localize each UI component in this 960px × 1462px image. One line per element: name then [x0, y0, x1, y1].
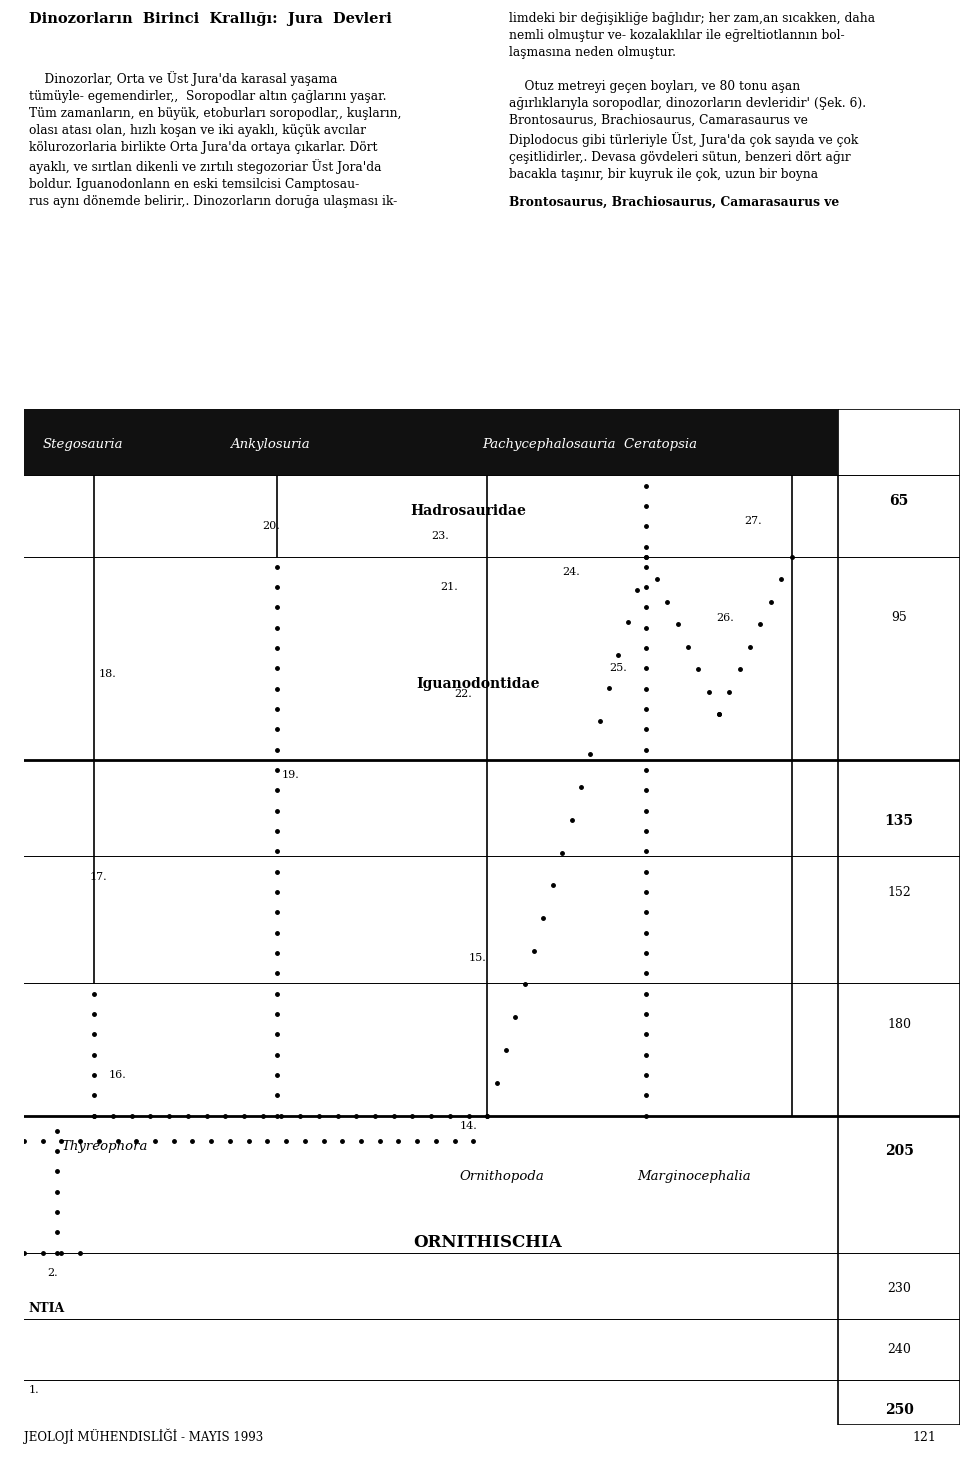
Text: 135: 135: [885, 814, 914, 827]
Text: 121: 121: [912, 1431, 936, 1444]
Text: Marginocephalia: Marginocephalia: [637, 1170, 751, 1183]
Text: 180: 180: [887, 1018, 911, 1031]
Text: Brontosaurus, Brachiosaurus, Camarasaurus ve: Brontosaurus, Brachiosaurus, Camarasauru…: [509, 196, 839, 209]
Text: JEOLOJİ MÜHENDISLİĞİ - MAYIS 1993: JEOLOJİ MÜHENDISLİĞİ - MAYIS 1993: [24, 1428, 263, 1444]
Text: 18.: 18.: [99, 668, 116, 678]
Text: Dinozorların  Birinci  Krallığı:  Jura  Devleri: Dinozorların Birinci Krallığı: Jura Devl…: [29, 12, 392, 26]
Text: ORNITHISCHIA: ORNITHISCHIA: [413, 1234, 562, 1251]
Text: 250: 250: [885, 1404, 914, 1417]
Text: 17.: 17.: [89, 871, 108, 882]
Bar: [24, 409, 838, 475]
Text: 15.: 15.: [468, 953, 487, 963]
Text: 152: 152: [887, 886, 911, 899]
Text: 25.: 25.: [609, 664, 627, 674]
Text: Hadrosauridae: Hadrosauridae: [411, 504, 526, 518]
Text: 26.: 26.: [716, 613, 734, 623]
Text: 23.: 23.: [431, 531, 449, 541]
Text: Ankylosuria: Ankylosuria: [230, 439, 309, 452]
Text: 21.: 21.: [441, 582, 458, 592]
Text: Thyreophora: Thyreophora: [61, 1139, 148, 1152]
Text: 22.: 22.: [454, 689, 472, 699]
Text: 16.: 16.: [108, 1070, 126, 1080]
Text: Iguanodontidae: Iguanodontidae: [417, 677, 540, 690]
Text: 24.: 24.: [563, 567, 580, 577]
Text: Stegosauria: Stegosauria: [42, 439, 123, 452]
Text: Ornithopoda: Ornithopoda: [459, 1170, 544, 1183]
Text: 2.: 2.: [47, 1268, 58, 1278]
Text: Pachycephalosauria  Ceratopsia: Pachycephalosauria Ceratopsia: [483, 439, 698, 452]
Text: 14.: 14.: [459, 1121, 477, 1130]
Bar: [838, 409, 960, 1425]
Text: 20.: 20.: [263, 522, 280, 531]
Text: 230: 230: [887, 1282, 911, 1295]
Text: 19.: 19.: [281, 770, 300, 781]
Text: 95: 95: [891, 611, 907, 624]
Text: 27.: 27.: [745, 516, 762, 526]
Text: Dinozorlar, Orta ve Üst Jura'da karasal yaşama
tümüyle- egemendirler,,  Soropodl: Dinozorlar, Orta ve Üst Jura'da karasal …: [29, 72, 401, 208]
Text: 1.: 1.: [29, 1385, 39, 1395]
Text: 240: 240: [887, 1342, 911, 1355]
Text: NTIA: NTIA: [29, 1303, 65, 1316]
Text: 65: 65: [890, 494, 909, 507]
Text: limdeki bir değişikliğe bağlıdır; her zam,an sıcakken, daha
nemli olmuştur ve- k: limdeki bir değişikliğe bağlıdır; her za…: [509, 12, 875, 181]
Text: 205: 205: [885, 1145, 914, 1158]
